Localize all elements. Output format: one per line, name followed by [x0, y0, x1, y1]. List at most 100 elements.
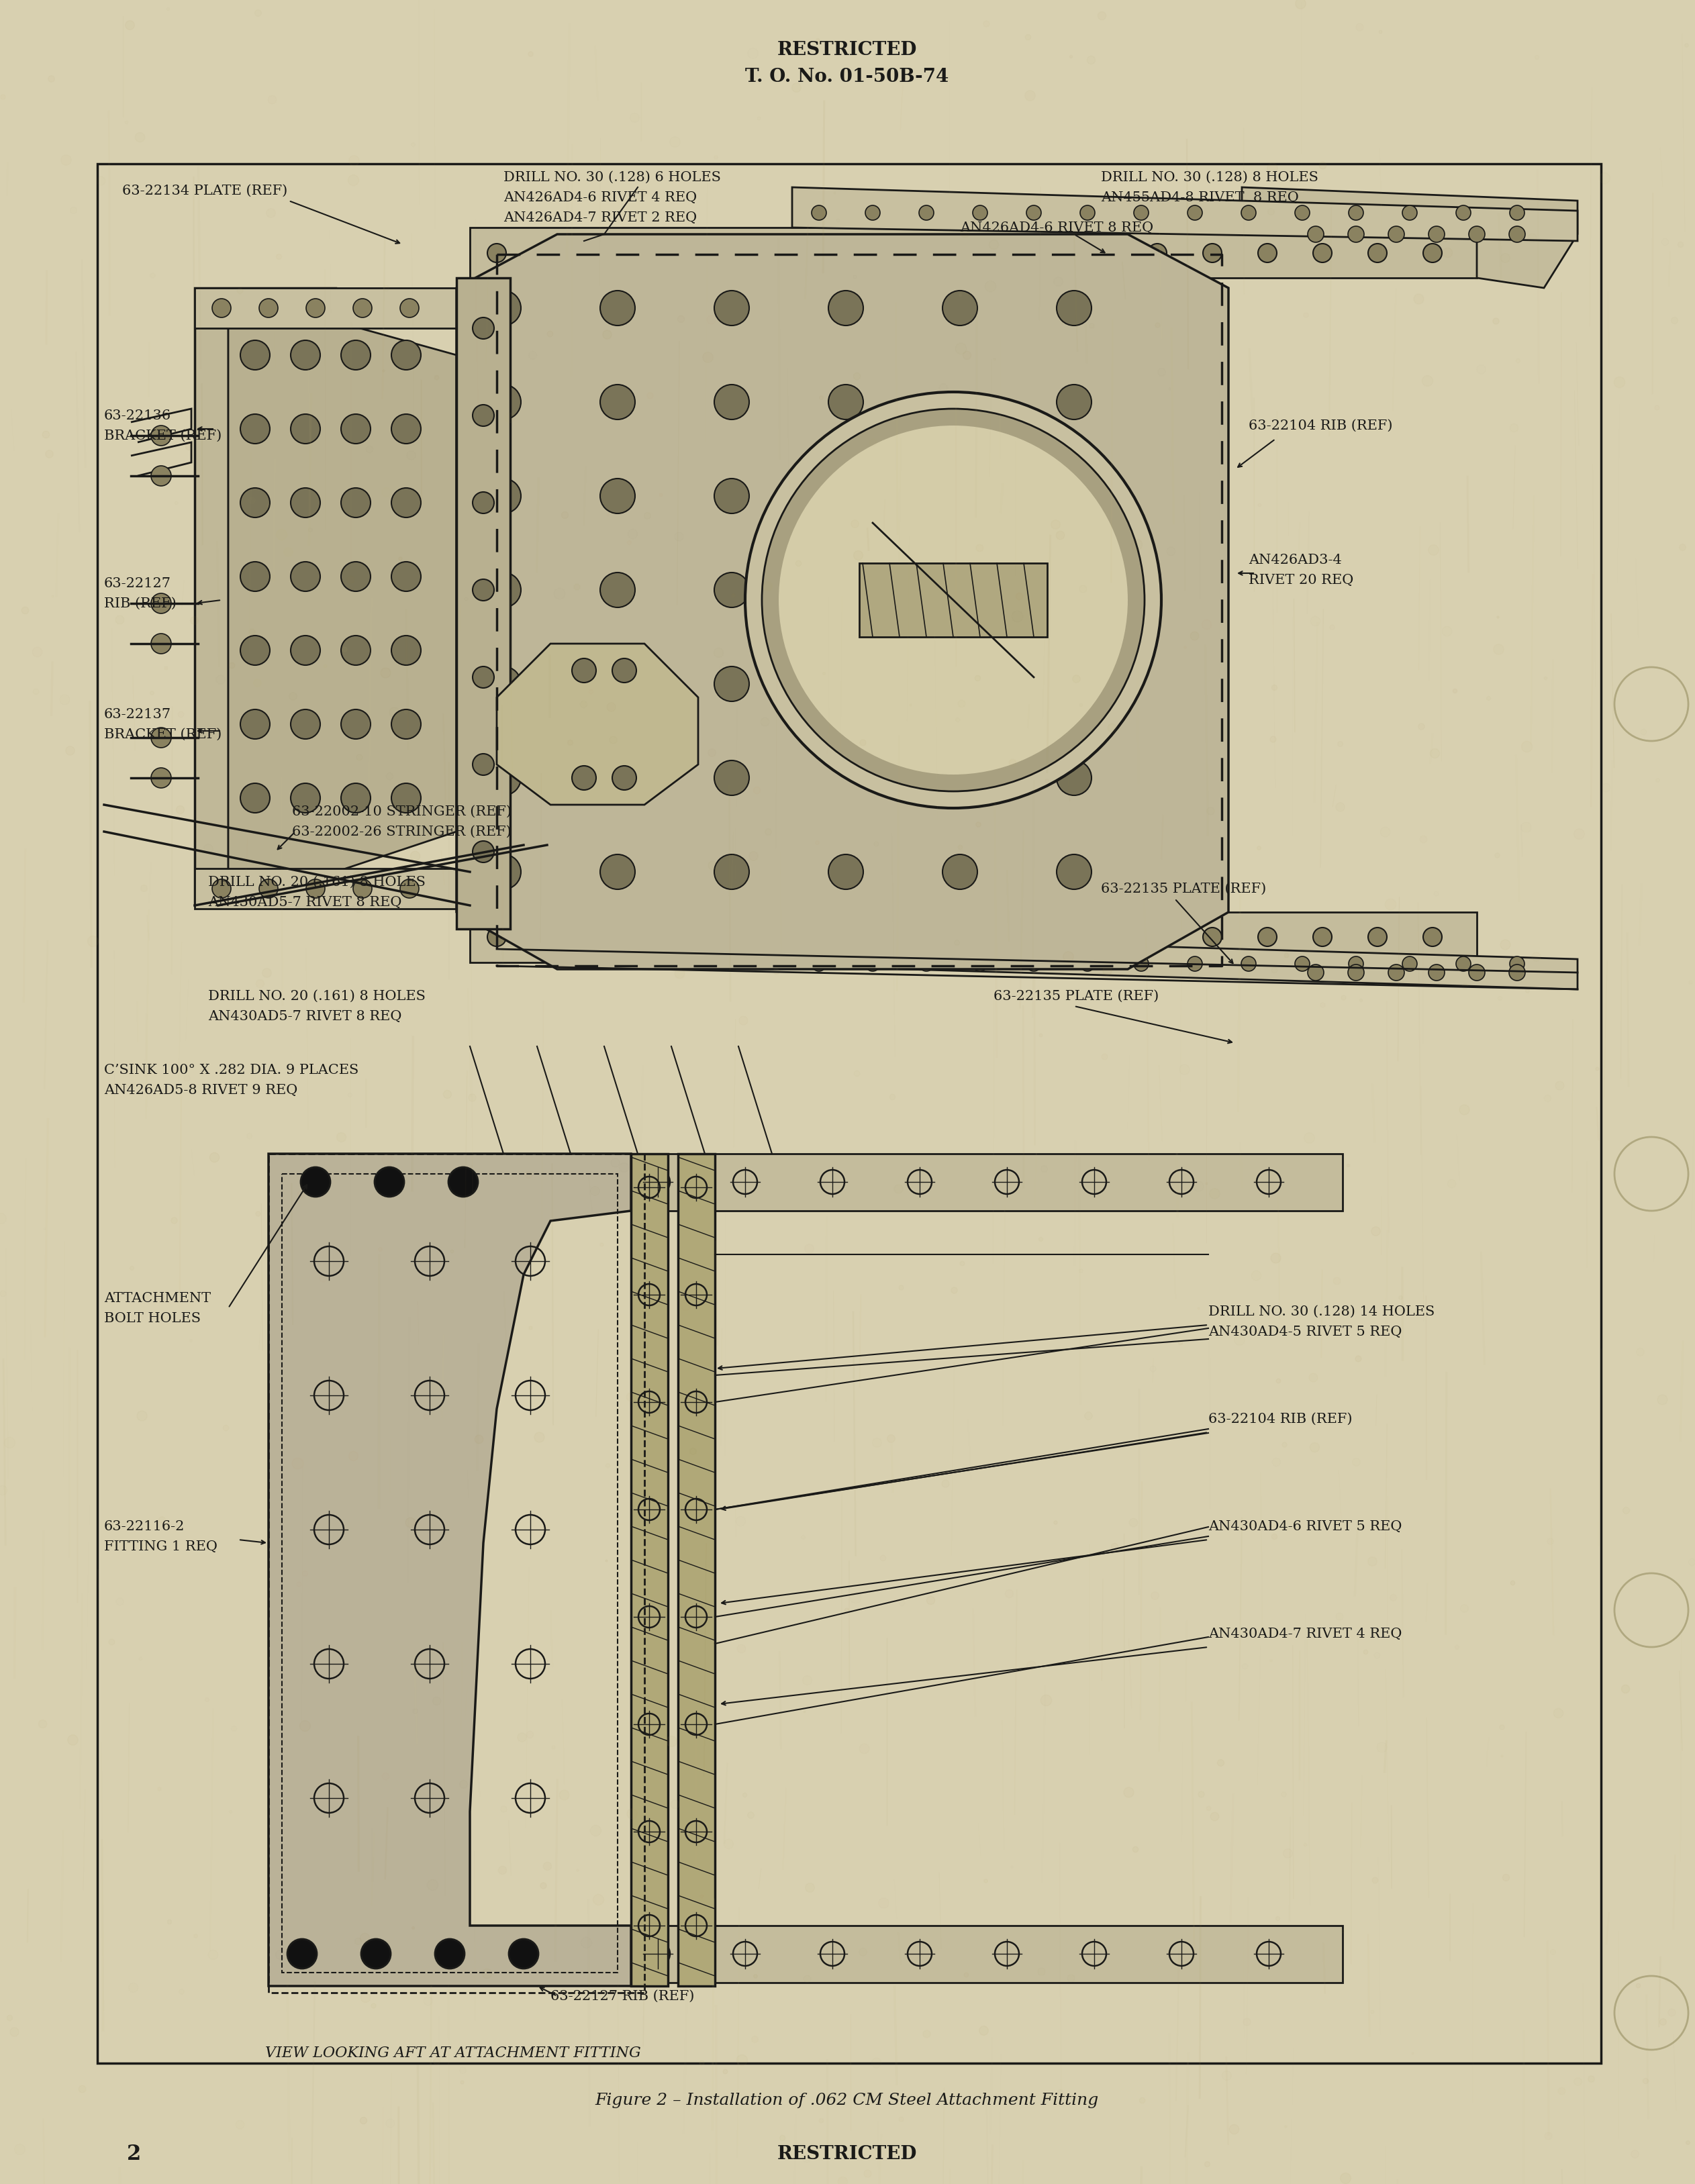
Circle shape: [486, 478, 520, 513]
Text: BRACKET (REF): BRACKET (REF): [103, 430, 222, 441]
Circle shape: [1429, 227, 1444, 242]
Text: RIB (REF): RIB (REF): [103, 596, 176, 609]
Circle shape: [241, 636, 270, 666]
Circle shape: [363, 1168, 390, 1195]
Text: 63-22135 PLATE (REF): 63-22135 PLATE (REF): [1102, 882, 1266, 895]
Circle shape: [392, 415, 420, 443]
Circle shape: [151, 594, 171, 614]
Circle shape: [873, 928, 892, 946]
Text: DRILL NO. 30 (.128) 8 HOLES: DRILL NO. 30 (.128) 8 HOLES: [1102, 170, 1319, 183]
Circle shape: [288, 1939, 317, 1968]
Circle shape: [1080, 957, 1095, 972]
Text: 63-22116-2: 63-22116-2: [103, 1520, 185, 1533]
Circle shape: [714, 384, 749, 419]
Circle shape: [241, 784, 270, 812]
Circle shape: [714, 478, 749, 513]
Circle shape: [151, 727, 171, 749]
Circle shape: [1307, 965, 1324, 981]
Circle shape: [1258, 928, 1276, 946]
Text: ATTACHMENT: ATTACHMENT: [103, 1291, 210, 1304]
Text: AN426AD5-8 RIVET 9 REQ: AN426AD5-8 RIVET 9 REQ: [103, 1083, 298, 1096]
Circle shape: [400, 299, 419, 319]
Circle shape: [600, 760, 636, 795]
Text: 63-22135 PLATE (REF): 63-22135 PLATE (REF): [993, 989, 1159, 1002]
Circle shape: [600, 290, 636, 325]
Polygon shape: [792, 188, 1578, 242]
Text: AN430AD5-7 RIVET 8 REQ: AN430AD5-7 RIVET 8 REQ: [208, 895, 402, 909]
Text: AN426AD3-4: AN426AD3-4: [1249, 553, 1342, 566]
Circle shape: [812, 957, 827, 972]
Circle shape: [417, 1939, 442, 1968]
Bar: [631, 1153, 668, 1985]
Circle shape: [763, 928, 781, 946]
Text: AN430AD4-6 RIVET 5 REQ: AN430AD4-6 RIVET 5 REQ: [1209, 1520, 1402, 1533]
Circle shape: [1314, 245, 1332, 262]
Circle shape: [1134, 957, 1149, 972]
Circle shape: [473, 666, 493, 688]
Circle shape: [829, 290, 863, 325]
Circle shape: [1388, 965, 1405, 981]
Circle shape: [1148, 928, 1166, 946]
Circle shape: [653, 928, 671, 946]
Circle shape: [746, 393, 1161, 808]
Circle shape: [812, 205, 827, 221]
Text: AN426AD4-6 RIVET 8 REQ: AN426AD4-6 RIVET 8 REQ: [959, 221, 1153, 234]
Circle shape: [241, 561, 270, 592]
Bar: [470, 227, 1476, 277]
Circle shape: [341, 636, 371, 666]
Circle shape: [600, 572, 636, 607]
Circle shape: [1056, 384, 1092, 419]
Circle shape: [341, 489, 371, 518]
Circle shape: [612, 767, 636, 791]
Circle shape: [1093, 245, 1112, 262]
Circle shape: [1203, 245, 1222, 262]
Text: AN430AD4-5 RIVET 5 REQ: AN430AD4-5 RIVET 5 REQ: [1209, 1326, 1402, 1339]
Circle shape: [829, 384, 863, 419]
Circle shape: [1368, 245, 1387, 262]
Circle shape: [542, 245, 561, 262]
Circle shape: [486, 854, 520, 889]
Circle shape: [486, 290, 520, 325]
Circle shape: [600, 666, 636, 701]
Text: 63-22104 RIB (REF): 63-22104 RIB (REF): [1209, 1413, 1353, 1426]
Circle shape: [714, 854, 749, 889]
Circle shape: [353, 880, 371, 898]
Circle shape: [473, 406, 493, 426]
Circle shape: [1027, 205, 1041, 221]
Circle shape: [392, 710, 420, 740]
Circle shape: [212, 880, 231, 898]
Circle shape: [983, 928, 1002, 946]
Circle shape: [1509, 965, 1526, 981]
Text: 63-22104 RIB (REF): 63-22104 RIB (REF): [1249, 419, 1393, 432]
Circle shape: [1614, 1977, 1688, 2051]
Circle shape: [290, 561, 320, 592]
Text: BOLT HOLES: BOLT HOLES: [103, 1313, 200, 1324]
Circle shape: [707, 245, 727, 262]
Circle shape: [864, 957, 880, 972]
Circle shape: [295, 1168, 322, 1195]
Text: AN426AD4-7 RIVET 2 REQ: AN426AD4-7 RIVET 2 REQ: [503, 212, 697, 225]
Circle shape: [473, 753, 493, 775]
Circle shape: [1388, 227, 1405, 242]
Text: 63-22002-10 STRINGER (REF): 63-22002-10 STRINGER (REF): [292, 806, 512, 819]
Circle shape: [1509, 227, 1526, 242]
Circle shape: [942, 854, 978, 889]
Text: 63-22134 PLATE (REF): 63-22134 PLATE (REF): [122, 183, 288, 197]
Circle shape: [1456, 957, 1471, 972]
Polygon shape: [456, 236, 1229, 970]
Circle shape: [1093, 928, 1112, 946]
Circle shape: [1349, 205, 1363, 221]
Bar: [456, 277, 510, 928]
Text: DRILL NO. 20 (.161) 8 HOLES: DRILL NO. 20 (.161) 8 HOLES: [208, 876, 425, 889]
Circle shape: [973, 205, 988, 221]
Circle shape: [600, 478, 636, 513]
Circle shape: [1056, 760, 1092, 795]
Circle shape: [259, 299, 278, 319]
Circle shape: [290, 341, 320, 371]
Bar: [470, 913, 1476, 963]
Circle shape: [486, 760, 520, 795]
Circle shape: [473, 491, 493, 513]
Circle shape: [817, 928, 836, 946]
Circle shape: [1614, 1572, 1688, 1647]
Text: VIEW LOOKING AFT AT ATTACHMENT FITTING: VIEW LOOKING AFT AT ATTACHMENT FITTING: [264, 2044, 641, 2060]
